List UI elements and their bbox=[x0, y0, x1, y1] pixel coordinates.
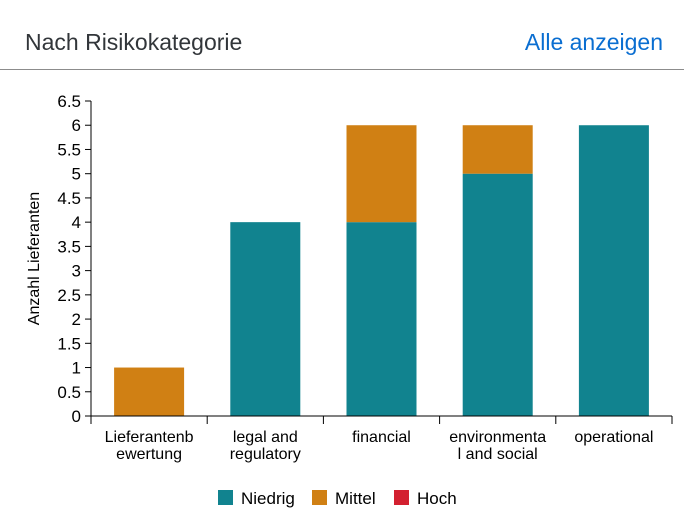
y-tick-label: 5.5 bbox=[57, 140, 81, 159]
y-tick-label: 4 bbox=[72, 213, 81, 232]
y-tick-label: 6 bbox=[72, 116, 81, 135]
x-category-label: environmenta bbox=[449, 429, 546, 446]
card-header: Nach Risikokategorie Alle anzeigen bbox=[0, 0, 684, 70]
x-category-label: operational bbox=[574, 429, 653, 446]
legend-swatch-hoch bbox=[394, 490, 409, 505]
bar-mittel bbox=[462, 125, 533, 174]
y-tick-label: 3.5 bbox=[57, 237, 81, 256]
y-tick-label: 2.5 bbox=[57, 286, 81, 305]
x-category-label: Lieferantenb bbox=[105, 429, 194, 446]
y-tick-label: 0 bbox=[72, 407, 81, 426]
y-tick-label: 2 bbox=[72, 310, 81, 329]
legend-label-niedrig: Niedrig bbox=[241, 489, 295, 508]
bar-niedrig bbox=[230, 222, 301, 416]
show-all-link[interactable]: Alle anzeigen bbox=[524, 29, 663, 55]
bar-niedrig bbox=[578, 125, 649, 416]
y-tick-label: 6.5 bbox=[57, 92, 81, 111]
y-tick-label: 1 bbox=[72, 359, 81, 378]
legend-swatch-mittel bbox=[312, 490, 327, 505]
y-tick-label: 1.5 bbox=[57, 334, 81, 353]
x-category-label: legal and bbox=[233, 429, 298, 446]
y-tick-label: 0.5 bbox=[57, 383, 81, 402]
legend-label-mittel: Mittel bbox=[335, 489, 376, 508]
y-tick-label: 5 bbox=[72, 165, 81, 184]
x-category-label: l and social bbox=[458, 446, 538, 463]
legend-swatch-niedrig bbox=[218, 490, 233, 505]
bar-niedrig bbox=[462, 173, 533, 416]
y-tick-label: 4.5 bbox=[57, 189, 81, 208]
x-category-label: financial bbox=[352, 429, 411, 446]
bar-mittel bbox=[346, 125, 417, 223]
card-title: Nach Risikokategorie bbox=[25, 29, 243, 55]
x-category-label: regulatory bbox=[230, 446, 301, 463]
bar-niedrig bbox=[346, 222, 417, 416]
y-axis-title: Anzahl Lieferanten bbox=[26, 192, 43, 325]
bar-mittel bbox=[114, 367, 185, 416]
legend-label-hoch: Hoch bbox=[417, 489, 457, 508]
x-category-label: ewertung bbox=[116, 446, 182, 463]
y-tick-label: 3 bbox=[72, 262, 81, 281]
